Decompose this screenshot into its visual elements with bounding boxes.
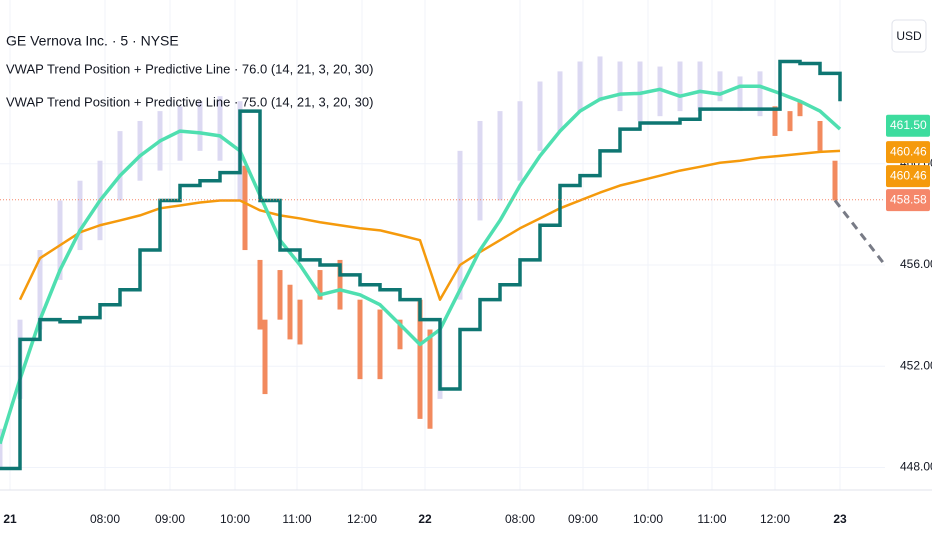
- price-bar: [57, 200, 63, 280]
- price-bar: [277, 270, 283, 320]
- price-bar: [597, 56, 603, 102]
- x-tick-label: 10:00: [633, 512, 663, 526]
- price-bar: [417, 299, 423, 419]
- x-tick-label: 10:00: [220, 512, 250, 526]
- price-badge-label: 458.58: [890, 192, 927, 206]
- x-tick-label: 11:00: [697, 512, 726, 526]
- indicator-label: VWAP Trend Position + Predictive Line · …: [6, 94, 373, 109]
- price-bar: [457, 150, 463, 300]
- price-bar: [317, 270, 323, 300]
- indicator-line: [0, 84, 842, 445]
- price-bar: [772, 106, 778, 136]
- x-tick-label: 09:00: [568, 512, 598, 526]
- x-tick-label: 08:00: [505, 512, 535, 526]
- price-bar: [797, 101, 803, 117]
- price-badge-label: 460.46: [890, 144, 927, 158]
- price-badge: [886, 189, 930, 212]
- price-bar: [117, 131, 123, 201]
- price-bar: [787, 111, 793, 132]
- grid: [0, 0, 885, 490]
- price-bar: [427, 329, 433, 429]
- price-badge: [886, 141, 930, 164]
- price-bar: [217, 96, 223, 161]
- x-tick-label: 22: [418, 512, 432, 526]
- price-bar: [577, 61, 583, 112]
- x-tick-label: 21: [3, 512, 17, 526]
- price-bar: [637, 61, 643, 121]
- price-bar: [197, 101, 203, 151]
- price-bar: [537, 81, 543, 151]
- price-bar: [137, 120, 143, 181]
- price-bar: [37, 250, 43, 330]
- price-bar: [262, 319, 268, 395]
- price-badge-label: 461.50: [890, 118, 927, 132]
- currency-label[interactable]: USD: [896, 29, 922, 43]
- price-bar: [657, 66, 663, 117]
- price-badge-label: 460.46: [890, 168, 927, 182]
- price-bar: [397, 319, 403, 350]
- price-bar: [477, 120, 483, 221]
- price-bar: [817, 120, 823, 151]
- x-tick-label: 09:00: [155, 512, 185, 526]
- indicator-line: [18, 149, 841, 301]
- trend-step-line: [0, 59, 842, 471]
- price-bar: [717, 71, 723, 102]
- price-bar: [357, 299, 363, 380]
- price-bar: [832, 160, 838, 201]
- price-bar: [497, 111, 503, 201]
- price-bar: [697, 61, 703, 112]
- plot-area: [0, 56, 885, 471]
- price-bar: [242, 165, 248, 251]
- chart-title: GE Vernova Inc. · 5 · NYSE: [6, 33, 179, 49]
- price-bar: [617, 61, 623, 112]
- predictive-line: [833, 199, 885, 266]
- price-bar: [337, 259, 343, 310]
- currency-button[interactable]: [891, 19, 927, 53]
- price-bar: [287, 284, 293, 340]
- x-tick-label: 11:00: [282, 512, 311, 526]
- price-bar: [737, 76, 743, 112]
- y-tick-label: 448.00: [900, 460, 932, 474]
- price-bar: [557, 71, 563, 132]
- price-bar: [77, 180, 83, 251]
- price-bar: [677, 61, 683, 112]
- y-tick-label: 452.00: [900, 358, 932, 372]
- indicator-label: VWAP Trend Position + Predictive Line · …: [6, 61, 373, 76]
- price-badge: [886, 165, 930, 188]
- x-tick-label: 12:00: [347, 512, 377, 526]
- price-bar: [0, 428, 3, 469]
- price-badge: [886, 114, 930, 137]
- price-bar: [177, 106, 183, 161]
- price-bar: [377, 309, 383, 380]
- axes: 448.00452.00456.00460.002108:0009:0010:0…: [3, 114, 932, 526]
- x-tick-label: 08:00: [90, 512, 120, 526]
- price-bar: [517, 101, 523, 181]
- y-tick-label: 456.00: [900, 257, 932, 271]
- x-tick-label: 12:00: [760, 512, 790, 526]
- price-bar: [257, 259, 263, 330]
- x-tick-label: 23: [833, 512, 847, 526]
- price-bar: [297, 299, 303, 345]
- price-bar: [757, 71, 763, 117]
